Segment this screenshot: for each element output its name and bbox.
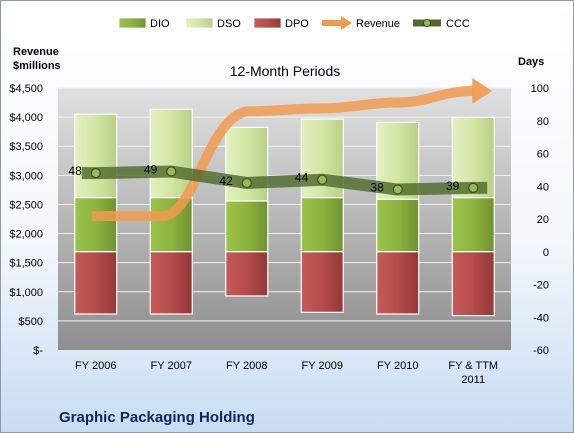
ccc-data-label: 48 [68, 164, 82, 178]
x-tick-label: FY 2009 [302, 360, 343, 372]
dio-bar [225, 200, 269, 253]
chart-subtitle: 12-Month Periods [230, 63, 341, 79]
dpo-bar [376, 251, 420, 315]
dpo-bar [300, 251, 344, 313]
y-left-tick-label: $500 [19, 316, 43, 328]
y-right-tick-label: 20 [537, 214, 549, 226]
legend-label-dso: DSO [217, 18, 241, 30]
y-left-tick-label: $3,000 [9, 170, 43, 182]
legend-swatch-dso [185, 17, 214, 29]
y-left-tick-label: $4,000 [9, 112, 43, 124]
ccc-data-label: 38 [370, 181, 384, 195]
ccc-marker [392, 184, 403, 195]
dso-bar [149, 108, 193, 199]
ccc-data-label: 39 [446, 179, 460, 193]
dso-bar [74, 113, 118, 199]
legend: DIO DSO DPO Revenue CCC [118, 16, 470, 30]
x-tick-label: 2011 [461, 374, 485, 386]
y-right-tick-label: 40 [537, 181, 549, 193]
y-left-tick-label: $1,500 [9, 258, 43, 270]
revenue-arrowhead [472, 77, 493, 104]
dio-bar [300, 197, 344, 253]
y-right-tick-label: 100 [531, 83, 549, 95]
dpo-bar [149, 251, 193, 315]
y-left-label-line2: $millions [13, 60, 61, 72]
x-axis-ticks: FY 2006 FY 2007 FY 2008 FY 2009 FY 2010 FY & … [75, 360, 498, 386]
ccc-data-label: 44 [295, 171, 309, 185]
ccc-series: 48 49 42 44 38 39 [68, 163, 488, 196]
y-left-tick-label: $2,000 [9, 229, 43, 241]
dpo-bar [225, 251, 269, 297]
ccc-data-label: 42 [219, 174, 233, 188]
y-left-tick-label: $2,500 [9, 199, 43, 211]
dpo-bar [74, 251, 118, 315]
legend-label-dio: DIO [150, 18, 170, 30]
y-left-label-line1: Revenue [13, 46, 59, 58]
dio-bar [74, 197, 118, 253]
legend-swatch-revenue-head [341, 16, 352, 30]
ccc-marker [317, 174, 328, 185]
y-left-ticks: $- $500 $1,000 $1,500 $2,000 $2,500 $3,000 $3,5… [9, 83, 43, 357]
y-right-label: Days [518, 56, 544, 68]
y-right-ticks: -60 -40 -20 0 20 40 60 80 100 [531, 83, 549, 357]
y-right-tick-label: 60 [537, 149, 549, 161]
dio-bar [376, 198, 420, 253]
y-right-tick-label: 80 [537, 116, 549, 128]
y-left-tick-label: $3,500 [9, 141, 43, 153]
y-right-tick-label: -40 [533, 312, 549, 324]
y-left-tick-label: $- [33, 345, 43, 357]
legend-swatch-ccc-marker [423, 19, 431, 27]
company-title: Graphic Packaging Holding [59, 409, 255, 426]
ccc-marker [468, 182, 479, 193]
x-tick-label: FY 2007 [151, 360, 192, 372]
y-right-tick-label: -60 [533, 345, 549, 357]
x-tick-label: FY 2008 [226, 360, 267, 372]
ccc-marker [166, 166, 177, 177]
legend-label-revenue: Revenue [356, 18, 400, 30]
y-left-tick-label: $1,000 [9, 287, 43, 299]
x-tick-label: FY & TTM [448, 360, 498, 372]
ccc-data-label: 49 [144, 163, 158, 177]
x-tick-label: FY 2010 [377, 360, 418, 372]
y-left-tick-label: $4,500 [9, 83, 43, 95]
dpo-bar [451, 251, 495, 317]
dso-bar [225, 126, 269, 202]
y-right-tick-label: -20 [533, 280, 549, 292]
legend-swatch-dpo [253, 17, 282, 29]
y-right-tick-label: 0 [543, 247, 549, 259]
legend-swatch-dio [118, 17, 147, 29]
ccc-marker [241, 177, 252, 189]
dio-bar [451, 197, 495, 253]
legend-label-dpo: DPO [285, 18, 309, 30]
ccc-marker [90, 168, 101, 179]
legend-label-ccc: CCC [446, 18, 470, 30]
x-tick-label: FY 2006 [75, 360, 116, 372]
ccc-line [81, 165, 488, 196]
bars [74, 108, 495, 317]
